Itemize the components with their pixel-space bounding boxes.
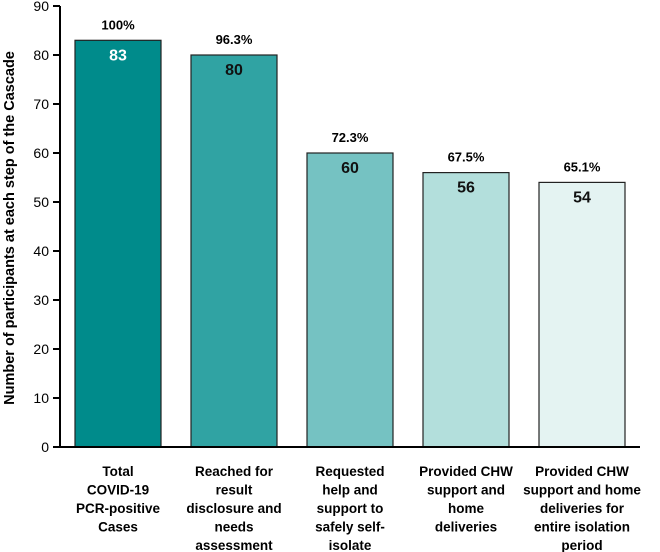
percent-label: 67.5% — [448, 150, 485, 165]
category-label-line: Cases — [98, 520, 138, 535]
bar — [538, 181, 626, 448]
axes — [59, 6, 640, 448]
category-label-line: disclosure and — [186, 501, 281, 516]
category-label-line: help and — [322, 483, 378, 498]
y-tick-label: 70 — [33, 96, 49, 112]
bar — [422, 172, 510, 448]
bars — [74, 39, 626, 448]
category-label-line: deliveries — [435, 520, 497, 535]
y-tick-label: 90 — [33, 0, 49, 14]
category-label-line: result — [216, 483, 253, 498]
percent-label: 72.3% — [332, 130, 369, 145]
bar — [74, 39, 162, 448]
category-label-line: support and home — [523, 483, 641, 498]
y-tick-label: 10 — [33, 390, 49, 406]
percent-label: 65.1% — [564, 159, 601, 174]
y-tick-label: 80 — [33, 47, 49, 63]
y-tick-label: 0 — [41, 439, 49, 455]
data-labels: 100% 83 96.3% 80 72.3% 60 67.5% 56 65.1% 54 — [101, 17, 600, 206]
bar — [190, 54, 278, 448]
bar — [306, 152, 394, 448]
category-label-line: home — [448, 501, 484, 516]
category-label-line: Provided CHW — [419, 464, 513, 479]
percent-label: 96.3% — [216, 32, 253, 47]
value-label: 83 — [109, 47, 127, 64]
y-axis-title: Number of participants at each step of t… — [2, 51, 18, 405]
y-tick-label: 30 — [33, 292, 49, 308]
y-axis-title-group: Number of participants at each step of t… — [2, 51, 18, 405]
category-label-line: isolate — [329, 538, 372, 552]
category-label-line: Requested — [315, 464, 384, 479]
y-tick-label: 40 — [33, 243, 49, 259]
category-label-line: safely self- — [315, 520, 385, 535]
value-label: 80 — [225, 62, 243, 79]
category-label-line: deliveries for — [540, 501, 625, 516]
y-axis-ticks: 0 10 20 30 40 50 60 70 80 90 — [33, 0, 60, 455]
y-tick-label: 50 — [33, 194, 49, 210]
category-label-line: needs — [214, 520, 253, 535]
category-label-line: support and — [427, 483, 505, 498]
category-label-line: period — [561, 538, 602, 552]
category-label-line: Reached for — [195, 464, 274, 479]
category-label-line: PCR-positive — [76, 501, 161, 516]
percent-label: 100% — [101, 17, 135, 32]
category-label-line: assessment — [195, 538, 273, 552]
category-label-line: COVID-19 — [87, 483, 149, 498]
y-tick-label: 60 — [33, 145, 49, 161]
value-label: 54 — [573, 189, 591, 206]
category-label-line: support to — [317, 501, 384, 516]
category-labels: Total COVID-19 PCR-positive Cases Reached fo… — [76, 464, 641, 552]
category-label-line: Total — [102, 464, 133, 479]
value-label: 56 — [457, 180, 475, 197]
value-label: 60 — [341, 160, 359, 177]
category-label-line: Provided CHW — [535, 464, 629, 479]
y-tick-label: 20 — [33, 341, 49, 357]
category-label-line: entire isolation — [534, 520, 630, 535]
